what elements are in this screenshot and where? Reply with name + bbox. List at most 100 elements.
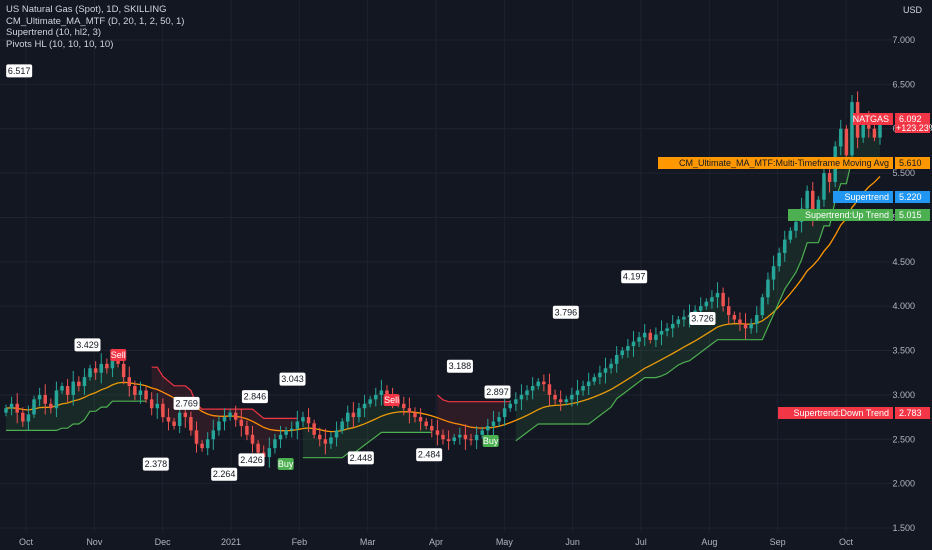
candle-body [609,363,613,369]
candle-body [642,332,647,338]
candle-body [306,417,311,424]
candle-body [43,394,47,404]
candle-body [771,266,776,280]
candle-body [144,390,148,400]
candle-body [127,377,131,387]
moving-average-line [5,175,881,433]
candle-body [65,386,70,395]
series-name-tag [833,191,893,203]
candle-body [418,417,423,422]
chart-grid [0,0,893,532]
pivot-label: 3.726 [691,313,714,323]
candle-body [15,403,19,413]
series-value-tag [895,191,930,203]
candle-body [133,386,137,395]
candle-body [732,315,737,320]
candle-body [441,434,445,440]
pivot-label: 2.426 [240,455,263,465]
candle-body [743,323,748,329]
candle-body [161,403,165,418]
pivot-label: 2.264 [213,469,236,479]
candle-body [49,403,53,409]
indicator-supertrend-label[interactable]: Supertrend (10, hl2, 3) [6,27,102,38]
candle-body [816,199,821,218]
series-change-text: +123.23% [896,123,932,133]
candle-body [267,448,272,458]
candle-body [233,412,238,420]
candle-body [385,390,389,397]
symbol-title[interactable]: US Natural Gas (Spot), 1D, SKILLING [6,4,167,15]
chart-legend: US Natural Gas (Spot), 1D, SKILLING CM_U… [6,4,184,50]
indicator-pivots-label[interactable]: Pivots HL (10, 10, 10, 10) [6,38,114,50]
candle-body [575,390,580,395]
candle-body [749,323,753,329]
candle-body [368,399,372,404]
candle-body [592,377,597,382]
candle-body [340,421,344,431]
series-value-tag [895,209,930,221]
candle-body [329,437,333,444]
candle-body [721,292,725,307]
candle-body [514,399,518,404]
indicator-layer [5,102,881,459]
candle-body [166,417,171,422]
candle-body [519,394,524,400]
candle-body [670,323,675,329]
candle-body [760,297,765,316]
price-axis[interactable]: 7.0006.5006.0005.5005.0004.5004.0003.500… [892,35,915,533]
candle-body [676,319,681,324]
price-tick-label: 4.500 [892,257,915,267]
candle-body [536,381,540,387]
series-name-text: Supertrend:Up Trend [805,210,889,220]
candle-body [402,403,406,409]
candle-body [245,425,249,435]
series-name-tag [658,157,893,169]
time-axis[interactable]: Oct Nov Dec 2021 Feb Mar Apr May Jun Jul Aug Sep Oct [19,537,854,547]
pivot-label: 2.484 [418,450,441,460]
indicator-ma-label[interactable]: CM_Ultimate_MA_MTF (D, 20, 1, 2, 50, 1) [6,15,185,27]
candle-body [4,408,8,413]
time-tick-label: Jul [635,537,647,547]
candle-body [334,430,339,438]
pivot-label: 2.448 [350,453,373,463]
candle-body [312,423,316,435]
candle-body [284,430,288,435]
candle-body [480,430,484,435]
candle-body [777,252,781,267]
candle-body [346,412,350,422]
candle-body [289,428,294,431]
supertrend-up-line [515,157,880,442]
series-value-text: 5.610 [899,158,922,168]
currency-label[interactable]: USD [902,5,922,15]
time-tick-label: Oct [839,537,854,547]
candle-body [222,417,227,422]
candle-body [631,341,636,347]
candle-body [211,430,216,440]
pivot-label-box [142,457,169,471]
pivot-label: 3.043 [281,374,304,384]
candle-body [704,301,709,307]
candle-body [861,119,865,138]
candle-body [654,334,658,340]
price-tick-label: 3.000 [892,390,915,400]
candle-body [138,390,143,395]
candle-body [626,346,630,351]
time-tick-label: Aug [701,537,717,547]
candle-body [558,399,563,403]
candle-body [665,328,669,332]
series-name-tag [853,113,893,125]
series-name-text: NATGAS [853,114,889,124]
pivot-label-box [279,372,306,386]
pivot-label: 2.897 [486,387,509,397]
candle-body [60,386,64,391]
candle-body [318,434,322,440]
candle-body [110,357,115,369]
candle-body [844,128,849,156]
candle-body [788,230,793,240]
sell-signal-box [383,394,400,406]
supertrend-up-line [302,431,432,459]
series-name-text: CM_Ultimate_MA_MTF:Multi-Timeframe Movin… [679,158,889,168]
candle-body [77,381,81,387]
price-tick-label: 7.000 [892,35,915,45]
